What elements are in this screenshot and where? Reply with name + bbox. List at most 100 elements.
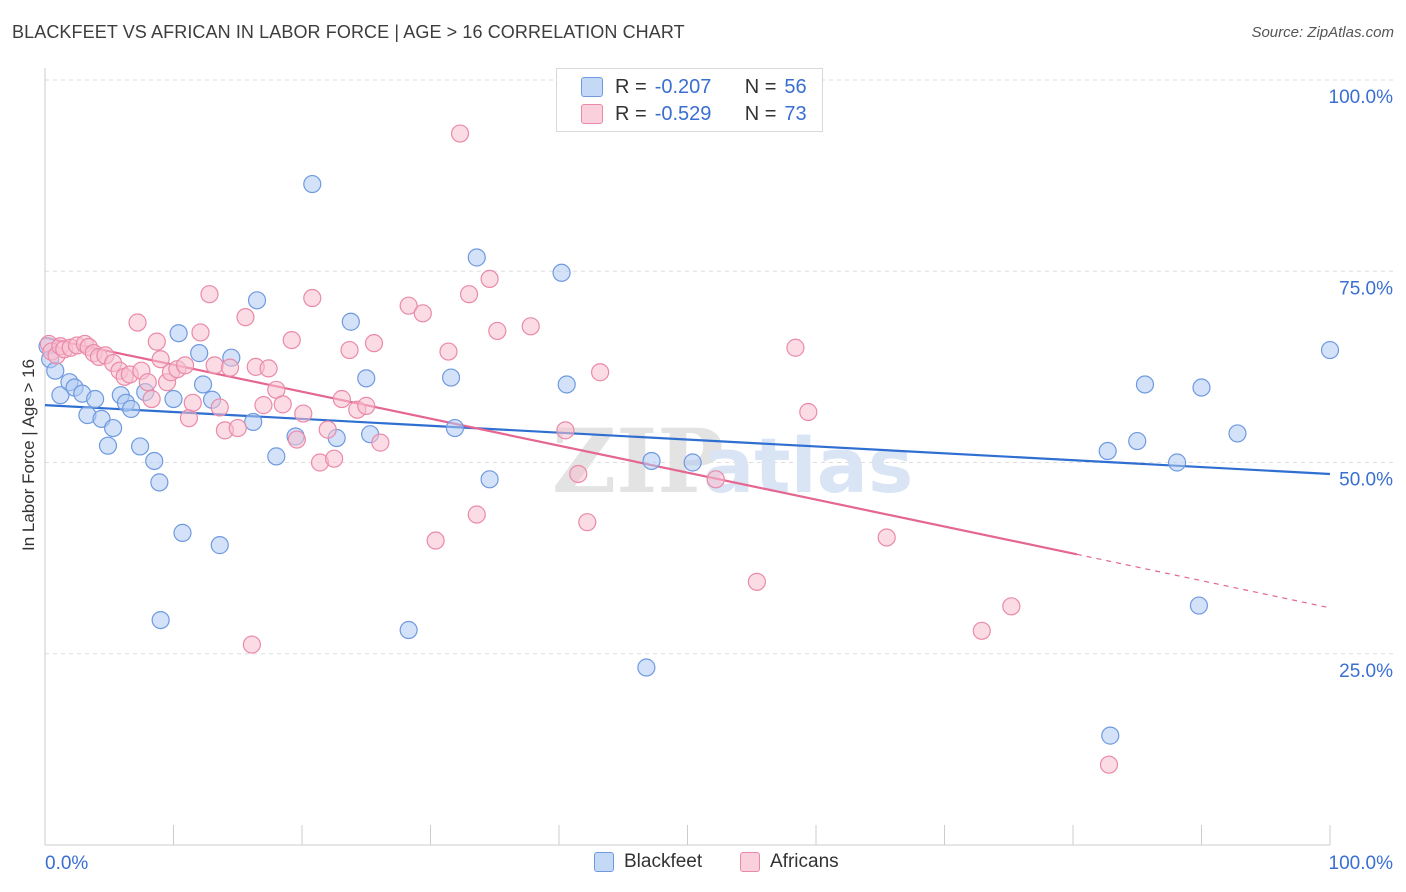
data-point-africans — [254, 396, 273, 415]
data-point-africans — [972, 621, 991, 640]
legend-swatch-africans — [581, 104, 603, 124]
data-point-africans — [142, 389, 161, 409]
bottom-legend-swatch-africans — [740, 852, 760, 872]
data-point-africans — [147, 332, 166, 351]
data-point-blackfeet — [173, 523, 192, 542]
axes — [44, 68, 1331, 846]
data-point-africans — [200, 285, 219, 304]
data-point-blackfeet — [341, 312, 360, 331]
trend-line-africans-extension — [1076, 553, 1331, 609]
data-point-africans — [1099, 755, 1119, 774]
data-point-africans — [591, 363, 610, 382]
legend-r-label: R = — [615, 75, 647, 98]
bottom-legend-label-blackfeet: Blackfeet — [624, 851, 703, 872]
data-point-africans — [205, 356, 224, 375]
chart-title: BLACKFEET VS AFRICAN IN LABOR FORCE | AG… — [12, 22, 685, 42]
data-point-blackfeet — [193, 375, 213, 394]
data-point-africans — [799, 402, 818, 422]
data-point-africans — [128, 313, 147, 332]
bottom-legend-swatch-blackfeet — [594, 852, 614, 872]
data-point-blackfeet — [190, 344, 209, 363]
data-point-blackfeet — [104, 418, 123, 438]
data-point-africans — [282, 331, 301, 350]
y-tick-label: 75.0% — [1339, 278, 1393, 299]
data-point-blackfeet — [130, 437, 150, 456]
data-point-blackfeet — [210, 536, 229, 555]
data-point-blackfeet — [86, 389, 105, 409]
data-point-africans — [399, 296, 418, 315]
legend-swatch-blackfeet — [581, 77, 603, 97]
source-label: Source: ZipAtlas.com — [1251, 24, 1394, 41]
data-point-africans — [1002, 597, 1021, 616]
stats-legend: R = -0.207 N = 56 R = -0.529 N = 73 — [556, 68, 823, 132]
data-point-blackfeet — [145, 451, 164, 471]
data-point-blackfeet — [51, 386, 70, 405]
data-point-blackfeet — [637, 658, 656, 677]
data-point-africans — [556, 421, 575, 440]
data-point-blackfeet — [169, 324, 188, 343]
data-point-africans — [151, 350, 170, 369]
data-point-africans — [191, 323, 210, 342]
data-point-blackfeet — [98, 436, 118, 455]
data-point-blackfeet — [1101, 726, 1120, 745]
y-tick-label: 100.0% — [1329, 87, 1394, 108]
data-point-blackfeet — [267, 447, 286, 466]
data-point-africans — [236, 308, 255, 327]
x-tick-label-max: 100.0% — [1329, 853, 1394, 874]
data-point-africans — [364, 334, 384, 353]
data-point-africans — [426, 531, 445, 550]
data-point-africans — [521, 317, 540, 336]
data-point-blackfeet — [557, 375, 576, 394]
data-point-blackfeet — [683, 453, 702, 472]
bottom-legend-blackfeet: Blackfeet — [594, 851, 702, 873]
data-point-blackfeet — [46, 361, 65, 380]
data-point-africans — [318, 420, 337, 439]
data-point-blackfeet — [480, 470, 499, 489]
data-point-blackfeet — [164, 389, 183, 409]
data-point-africans — [706, 470, 725, 489]
data-point-blackfeet — [441, 368, 461, 387]
data-point-africans — [467, 505, 486, 524]
data-point-africans — [273, 395, 292, 414]
data-point-blackfeet — [1192, 378, 1211, 397]
data-point-blackfeet — [642, 451, 661, 471]
data-point-blackfeet — [1189, 596, 1209, 615]
data-point-africans — [340, 340, 359, 360]
y-tick-label: 25.0% — [1339, 661, 1393, 682]
y-tick-label: 50.0% — [1339, 470, 1393, 491]
legend-r-value: -0.207 — [654, 75, 712, 98]
data-point-africans — [371, 433, 390, 452]
data-point-blackfeet — [1228, 424, 1247, 443]
data-point-africans — [303, 288, 322, 308]
data-point-africans — [578, 513, 597, 532]
data-point-blackfeet — [399, 620, 418, 640]
data-point-africans — [877, 528, 896, 547]
data-point-africans — [259, 359, 278, 378]
trend-lines — [44, 336, 1331, 609]
data-point-africans — [459, 285, 479, 304]
x-tick-label-min: 0.0% — [45, 853, 88, 874]
legend-n-value: 56 — [784, 75, 807, 98]
data-point-blackfeet — [467, 248, 486, 267]
legend-n-label: N = — [744, 75, 777, 98]
data-point-blackfeet — [357, 369, 376, 388]
data-point-blackfeet — [150, 473, 169, 492]
data-point-africans — [294, 404, 313, 423]
data-point-africans — [786, 338, 805, 357]
data-point-africans — [220, 358, 240, 377]
data-point-blackfeet — [1128, 431, 1147, 451]
data-point-africans — [450, 124, 470, 143]
data-point-blackfeet — [1320, 340, 1340, 360]
data-point-africans — [488, 321, 507, 341]
data-point-africans — [480, 269, 499, 288]
data-point-africans — [357, 396, 376, 415]
data-point-blackfeet — [247, 291, 267, 310]
watermark: ZIP atlas — [552, 409, 913, 513]
data-point-blackfeet — [151, 610, 170, 630]
data-point-africans — [569, 464, 588, 484]
data-point-africans — [183, 393, 202, 412]
data-point-blackfeet — [1167, 453, 1187, 472]
data-point-africans — [287, 430, 306, 449]
bottom-legend-africans: Africans — [740, 851, 839, 873]
trend-line-africans — [44, 336, 1078, 556]
